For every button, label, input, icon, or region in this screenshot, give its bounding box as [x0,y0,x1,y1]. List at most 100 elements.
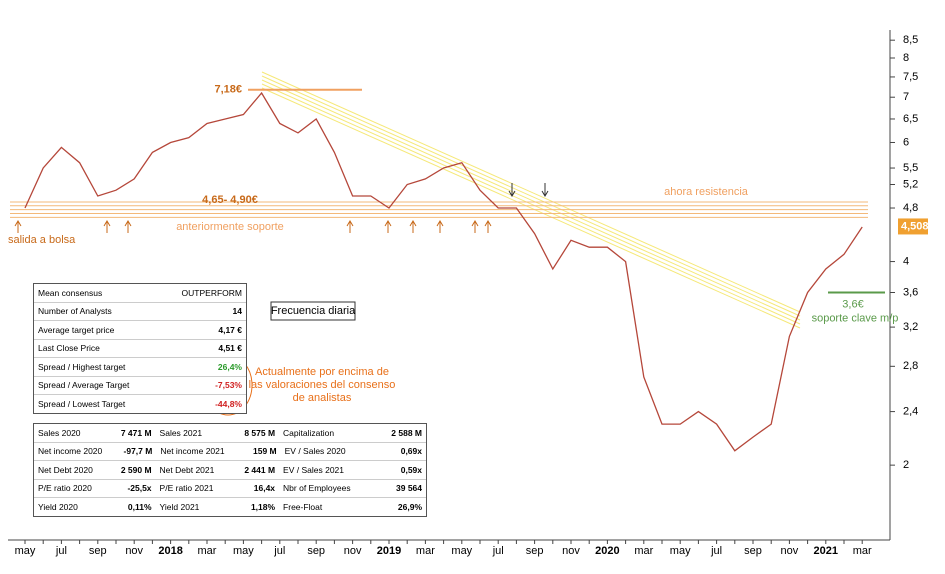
table-row: Average target price 4,17 € [34,321,246,340]
y-tick-label: 7 [903,91,909,103]
x-tick-label: nov [562,545,580,557]
x-tick-label: 2018 [158,545,182,557]
arrow [471,220,479,233]
x-tick-label: mar [198,545,217,557]
arrow [541,183,549,197]
table-cell: Nbr of Employees [283,483,351,494]
table-cell: Spread / Highest target [38,361,126,372]
y-tick-label: 6,5 [903,113,918,125]
x-tick-label: jul [492,545,504,557]
price-line [24,91,863,452]
table-cell: -7,53% [215,380,242,391]
table-row: Mean consensus OUTPERFORM [34,284,246,303]
y-tick-label: 8 [903,52,909,64]
table-cell: OUTPERFORM [181,287,242,298]
x-tick-label: nov [125,545,143,557]
trendline [261,71,801,329]
x-tick-label: jul [710,545,722,557]
table-cell: 159 M [253,446,277,457]
y-tick-label: 5,2 [903,178,918,190]
consensus-note: de analistas [293,392,352,404]
table-cell: 39 564 [396,483,423,494]
band-label: 4,65- 4,90€ [202,194,258,206]
last-price-label: 4,508 [901,220,929,232]
consensus-note: Actualmente por encima de [255,366,389,378]
financial-table: Sales 2020 7 471 M Sales 2021 8 575 M Capita… [33,423,427,517]
table-cell: 26,4% [217,361,242,372]
table-row: Sales 2020 7 471 M Sales 2021 8 575 M Capita… [34,424,426,443]
y-tick-label: 3,2 [903,321,918,333]
x-tick-label: may [15,545,36,557]
table-cell: Free-Float [283,501,323,512]
table-cell: 26,9% [397,501,423,512]
last-price-box [898,218,928,235]
table-row: P/E ratio 2020 -25,5x P/E ratio 2021 16,4x N… [34,480,426,498]
table-cell: Net Debt 2020 [38,464,93,475]
x-tick-label: 2021 [814,545,838,557]
table-cell: P/E ratio 2021 [159,483,214,494]
y-tick-label: 4 [903,255,909,267]
table-cell: Yield 2020 [38,501,78,512]
table-cell: 16,4x [253,483,276,494]
y-tick-label: 8,5 [903,34,918,46]
resistance-label: 7,18€ [214,84,242,96]
x-tick-label: 2019 [377,545,401,557]
table-cell: 7 471 M [120,427,152,438]
table-cell: EV / Sales 2021 [283,464,345,475]
table-cell: -97,7 M [123,446,153,457]
x-tick-label: mar [416,545,435,557]
y-tick-label: 2,4 [903,405,918,417]
table-row: Last Close Price 4,51 € [34,340,246,358]
x-tick-label: jul [273,545,285,557]
table-cell: 0,11% [127,501,152,512]
table-cell: Sales 2020 [38,427,81,438]
table-row: Net Debt 2020 2 590 M Net Debt 2021 2 441 M… [34,461,426,480]
table-cell: P/E ratio 2020 [38,483,92,494]
table-row: Spread / Highest target 26,4% [34,358,246,377]
y-tick-label: 2 [903,459,909,471]
x-tick-label: may [233,545,254,557]
table-cell: Mean consensus [38,287,103,298]
table-cell: Net income 2020 [38,446,103,457]
x-tick-label: sep [526,545,544,557]
arrow [409,220,417,233]
frequency-box [270,301,356,321]
x-tick-label: nov [781,545,799,557]
band-note: anteriormente soporte [176,221,284,233]
table-cell: Average target price [38,324,115,335]
table-cell: 14 [232,306,242,317]
table-cell: -44,8% [215,398,242,409]
y-tick-label: 7,5 [903,71,918,83]
table-row: Number of Analysts 14 [34,303,246,321]
arrow [436,220,444,233]
table-row: Net income 2020 -97,7 M Net income 2021 159… [34,443,426,461]
band-note: ahora resistencia [664,186,749,198]
arrow [508,183,516,197]
arrow [103,220,111,233]
x-tick-label: sep [744,545,762,557]
support-label: 3,6€ [842,298,863,310]
table-cell: 2 588 M [391,427,423,438]
table-cell: Net Debt 2021 [159,464,215,475]
x-tick-label: nov [344,545,362,557]
support-note: soporte clave m/p [812,312,899,324]
x-tick-label: mar [634,545,653,557]
x-tick-label: sep [89,545,107,557]
table-row: Spread / Lowest Target -44,8% [34,395,246,413]
table-cell: EV / Sales 2020 [284,446,346,457]
table-cell: 0,69x [400,446,422,457]
y-tick-label: 5,5 [903,162,918,174]
consensus-table: Mean consensus OUTPERFORM Number of Analys… [33,283,247,414]
arrow [346,220,354,233]
table-cell: Spread / Average Target [38,380,130,391]
table-cell: Sales 2021 [159,427,203,438]
table-cell: -25,5x [127,483,152,494]
x-tick-label: sep [307,545,325,557]
table-cell: 2 441 M [244,464,276,475]
arrow [14,220,22,233]
table-cell: 0,59x [400,464,423,475]
arrow [124,220,132,233]
table-cell: Last Close Price [38,343,100,354]
